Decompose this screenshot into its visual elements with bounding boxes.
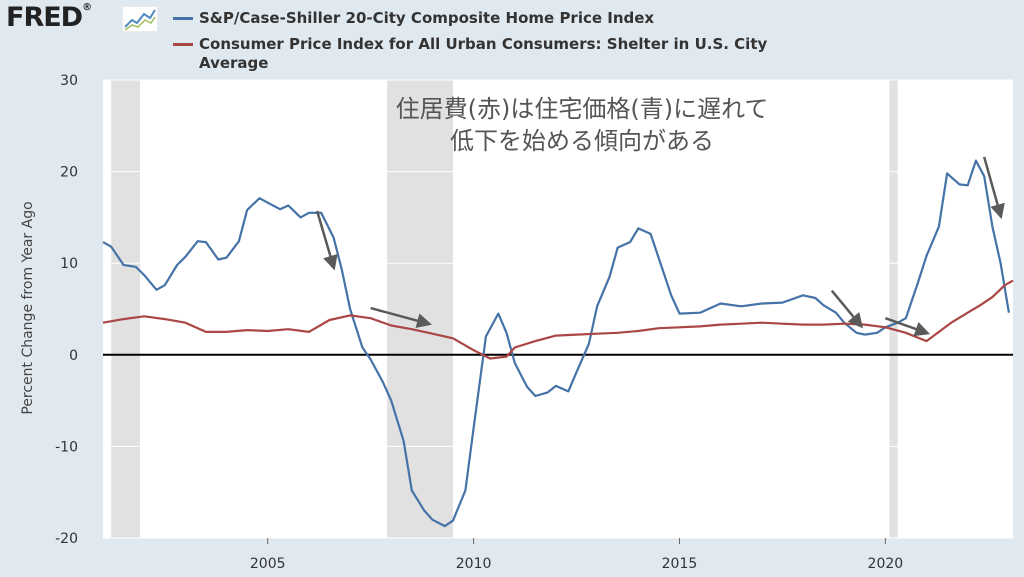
plot-background bbox=[103, 80, 1013, 538]
annotation-line-1: 低下を始める傾向がある bbox=[450, 127, 714, 155]
y-tick-label--20: -20 bbox=[55, 531, 78, 547]
recession-band-1 bbox=[387, 80, 453, 538]
recession-bands bbox=[111, 80, 898, 538]
annotation-arrow-1 bbox=[370, 306, 432, 328]
x-tick-label-2020: 2020 bbox=[868, 556, 904, 572]
logo-graph-icon bbox=[122, 6, 158, 32]
y-tick-label-30: 30 bbox=[60, 73, 78, 89]
annotation-arrow-0 bbox=[315, 210, 338, 271]
logo-text: FRED bbox=[6, 2, 83, 33]
annotation-arrow-4 bbox=[982, 156, 1005, 220]
legend-label-shelter-cpi: Consumer Price Index for All Urban Consu… bbox=[199, 35, 768, 72]
annotation-line-0: 住居費(赤)は住宅価格(青)に遅れて bbox=[396, 95, 769, 123]
grid-lines bbox=[103, 79, 1013, 539]
annotation-arrows bbox=[315, 156, 1005, 337]
legend-label-home-price: S&P/Case-Shiller 20-City Composite Home … bbox=[199, 9, 655, 27]
legend-swatch-shelter-cpi bbox=[173, 43, 193, 46]
legend-swatch-home-price bbox=[173, 17, 193, 20]
recession-band-2 bbox=[889, 80, 898, 538]
series-line-1 bbox=[102, 279, 1014, 360]
x-tick-label-2005: 2005 bbox=[250, 556, 286, 572]
fred-logo[interactable]: FRED® bbox=[6, 2, 158, 33]
y-tick-label-0: 0 bbox=[69, 348, 78, 364]
series-lines bbox=[102, 159, 1014, 528]
y-tick-label-10: 10 bbox=[60, 256, 78, 272]
y-tick-label--10: -10 bbox=[55, 439, 78, 455]
series-line-0 bbox=[102, 159, 1010, 528]
y-tick-label-20: 20 bbox=[60, 165, 78, 181]
annotation-arrow-2 bbox=[830, 289, 864, 329]
recession-band-0 bbox=[111, 80, 141, 538]
annotation-arrow-3 bbox=[884, 316, 931, 337]
x-tick-label-2015: 2015 bbox=[662, 556, 698, 572]
logo-trademark: ® bbox=[82, 2, 92, 13]
x-tick-label-2010: 2010 bbox=[456, 556, 492, 572]
